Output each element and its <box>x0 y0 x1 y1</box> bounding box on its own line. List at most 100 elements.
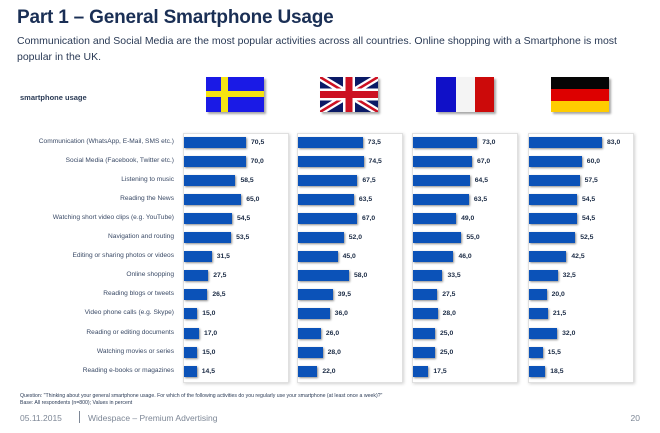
data-label: 26,0 <box>325 329 340 337</box>
data-label: 63,5 <box>358 196 373 204</box>
category-label: Editing or sharing photos or videos <box>72 252 174 260</box>
data-label: 28,0 <box>442 310 456 318</box>
category-label: Social Media (Facebook, Twitter etc.) <box>65 157 174 165</box>
data-label: 46,0 <box>458 253 472 261</box>
bar-sweden <box>184 270 209 282</box>
bar-germany <box>529 270 558 282</box>
category-label: Watching short video clips (e.g. YouTube… <box>52 214 174 222</box>
data-label: 18,5 <box>550 367 564 375</box>
page-subtitle: Communication and Social Media are the m… <box>17 35 617 63</box>
data-label: 58,0 <box>354 272 368 280</box>
panel-germany: 83,0 60,0 57,5 54,5 54,5 52,5 42,5 32,5 20,0 21,5… <box>528 133 634 383</box>
bar-france <box>413 289 438 301</box>
bar-germany <box>529 213 577 225</box>
bar-sweden <box>184 289 208 301</box>
category-label: Reading the News <box>120 195 174 203</box>
data-label: 83,0 <box>607 139 621 146</box>
bar-france <box>413 346 435 358</box>
bar-sweden <box>184 327 199 339</box>
data-label: 17,5 <box>433 367 447 375</box>
data-label: 22,0 <box>322 367 336 375</box>
bar-germany <box>529 194 577 206</box>
question-note: Question: "Thinking about your general s… <box>20 393 383 399</box>
bar-germany <box>529 365 546 377</box>
data-label: 45,0 <box>342 253 356 261</box>
bar-united-kingdom <box>298 156 364 168</box>
base-note: Base: All respondents (n=800); Values in… <box>20 400 133 406</box>
bar-france <box>413 270 443 282</box>
data-label: 42,5 <box>571 253 585 261</box>
bar-germany <box>529 156 582 168</box>
page-number: 20 <box>630 413 640 423</box>
data-label: 54,5 <box>236 215 251 223</box>
data-label: 52,5 <box>580 234 594 242</box>
bar-united-kingdom <box>298 365 318 377</box>
data-label: 63,5 <box>473 196 488 204</box>
bar-france <box>413 365 429 377</box>
bar-france <box>413 175 470 187</box>
bar-sweden <box>184 194 242 206</box>
bar-united-kingdom <box>298 213 357 225</box>
data-label: 73,5 <box>367 139 381 146</box>
bar-united-kingdom <box>298 175 358 187</box>
category-label: Reading blogs or tweets <box>103 290 174 298</box>
data-label: 73,0 <box>482 139 496 146</box>
data-label: 52,0 <box>348 234 362 242</box>
data-label: 27,5 <box>213 272 227 280</box>
bar-germany <box>529 289 547 301</box>
data-label: 39,5 <box>337 291 351 299</box>
category-label: Online shopping <box>126 271 174 279</box>
data-label: 28,0 <box>327 348 341 356</box>
data-label: 54,5 <box>581 215 596 223</box>
bar-france <box>413 156 472 168</box>
bar-sweden <box>184 346 198 358</box>
data-label: 60,0 <box>586 158 601 166</box>
panel-sweden: 70,5 70,0 58,5 65,0 54,5 53,5 31,5 27,5 26,5 15,0… <box>183 133 289 383</box>
category-label: Listening to music <box>121 176 174 184</box>
footer-date: 05.11.2015 <box>20 413 62 423</box>
data-label: 64,5 <box>474 177 488 185</box>
category-label: Communication (WhatsApp, E-Mail, SMS etc… <box>38 138 174 145</box>
data-label: 74,5 <box>368 158 382 166</box>
data-label: 20,0 <box>551 291 565 299</box>
panel-uk: 73,5 74,5 67,5 63,5 67,0 52,0 45,0 58,0 39,5 36,0… <box>297 133 403 383</box>
data-label: 70,5 <box>251 139 265 146</box>
bar-sweden <box>184 156 246 168</box>
data-label: 36,0 <box>334 310 348 318</box>
data-label: 15,0 <box>202 348 216 356</box>
data-label: 32,5 <box>562 272 576 280</box>
data-label: 25,0 <box>440 329 454 337</box>
bar-united-kingdom <box>298 327 321 339</box>
data-label: 70,0 <box>250 158 264 166</box>
data-label: 67,5 <box>362 177 376 185</box>
bar-france <box>413 194 469 206</box>
uk-flag-icon <box>320 77 378 112</box>
data-label: 58,5 <box>240 177 254 185</box>
data-label: 57,5 <box>584 177 598 185</box>
bar-germany <box>529 137 603 148</box>
bar-sweden <box>184 213 232 225</box>
bar-sweden <box>184 175 236 187</box>
bar-germany <box>529 327 558 339</box>
category-label: Navigation and routing <box>108 233 174 241</box>
bar-united-kingdom <box>298 289 333 301</box>
bar-france <box>413 327 435 339</box>
data-label: 17,0 <box>203 329 218 337</box>
bar-united-kingdom <box>298 232 344 244</box>
category-label: Watching movies or series <box>96 347 174 355</box>
footer-company: Widespace – Premium Advertising <box>88 413 218 423</box>
data-label: 67,0 <box>361 215 376 223</box>
data-label: 67,0 <box>476 158 491 166</box>
footer-divider <box>79 411 80 423</box>
bar-germany <box>529 232 576 244</box>
bar-germany <box>529 251 567 263</box>
panel-france: 73,0 67,0 64,5 63,5 49,0 55,0 46,0 33,5 27,5 28,0… <box>412 133 518 383</box>
bar-france <box>413 308 438 320</box>
data-label: 65,0 <box>246 196 260 204</box>
section-label: smartphone usage <box>20 93 87 102</box>
bar-sweden <box>184 137 247 148</box>
germany-flag-icon <box>551 77 609 112</box>
bar-france <box>413 232 462 244</box>
bar-germany <box>529 308 548 320</box>
bar-germany <box>529 175 580 187</box>
